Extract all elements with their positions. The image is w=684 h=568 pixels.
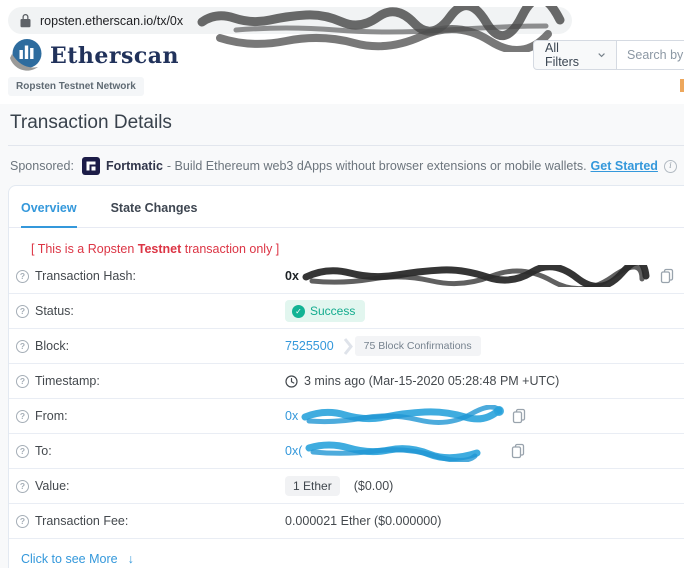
sponsored-brand: Fortmatic xyxy=(105,159,163,173)
help-icon[interactable]: ? xyxy=(16,304,29,318)
copy-icon[interactable] xyxy=(660,268,674,284)
check-icon: ✓ xyxy=(292,304,305,318)
tab-overview[interactable]: Overview xyxy=(21,201,77,228)
see-more-label: Click to see More xyxy=(21,552,118,566)
status-badge: ✓ Success xyxy=(285,300,366,322)
get-started-link[interactable]: Get Started xyxy=(590,159,658,173)
help-icon[interactable]: ? xyxy=(16,374,29,388)
fee-value: 0.000021 Ether ($0.000000) xyxy=(285,514,442,528)
divider xyxy=(8,145,684,146)
search-bar: All Filters xyxy=(533,40,684,70)
block-label: Block: xyxy=(35,339,70,353)
testnet-notice: [ This is a Ropsten Testnet transaction … xyxy=(31,242,280,256)
network-badge: Ropsten Testnet Network xyxy=(8,77,144,96)
clock-icon xyxy=(285,374,298,388)
to-label: To: xyxy=(35,444,52,458)
row-label: ? Block: xyxy=(16,339,285,353)
row-label: ? From: xyxy=(16,409,285,423)
sponsored-banner: Sponsored: Fortmatic - Build Ethereum we… xyxy=(10,157,677,175)
transaction-hash-value: 0x xyxy=(285,265,674,287)
arrow-down-icon: ↓ xyxy=(127,552,134,566)
nav-edge-fragment xyxy=(680,79,684,92)
filter-label: All Filters xyxy=(545,41,580,69)
row-block: ? Block: 7525500 75 Block Confirmations xyxy=(9,329,684,364)
help-icon[interactable]: ? xyxy=(16,339,29,353)
row-label: ? Status: xyxy=(16,304,285,318)
row-label: ? To: xyxy=(16,444,285,458)
row-value: ? Value: 1 Ether ($0.00) xyxy=(9,469,684,504)
from-redaction-scribble xyxy=(301,405,505,425)
help-icon[interactable]: ? xyxy=(16,444,29,458)
lock-icon xyxy=(20,13,31,28)
tab-state-changes[interactable]: State Changes xyxy=(110,201,198,215)
copy-icon[interactable] xyxy=(511,443,525,459)
hash-prefix: 0x xyxy=(285,269,299,283)
url-bar[interactable]: ropsten.etherscan.io/tx/0x xyxy=(8,7,572,34)
block-number-link[interactable]: 7525500 xyxy=(285,339,334,353)
to-address-prefix[interactable]: 0x( xyxy=(285,444,303,458)
search-input[interactable] xyxy=(617,40,684,70)
row-transaction-fee: ? Transaction Fee: 0.000021 Ether ($0.00… xyxy=(9,504,684,539)
ether-value-badge: 1 Ether xyxy=(285,476,340,496)
row-timestamp: ? Timestamp: 3 mins ago (Mar-15-2020 05:… xyxy=(9,364,684,399)
to-redaction-scribble xyxy=(305,441,481,462)
info-icon: i xyxy=(663,159,677,173)
row-to: ? To: 0x( xyxy=(9,434,684,469)
page-title: Transaction Details xyxy=(10,112,172,133)
url-text: ropsten.etherscan.io/tx/0x xyxy=(40,13,184,28)
row-from: ? From: 0x xyxy=(9,399,684,434)
timestamp-value: 3 mins ago (Mar-15-2020 05:28:48 PM +UTC… xyxy=(304,374,560,388)
help-icon[interactable]: ? xyxy=(16,269,29,283)
copy-icon[interactable] xyxy=(512,408,526,424)
etherscan-wordmark: Etherscan xyxy=(50,43,180,69)
row-label: ? Transaction Hash: xyxy=(16,269,285,283)
row-label: ? Value: xyxy=(16,479,285,493)
hash-redaction-scribble xyxy=(302,265,650,287)
status-label: Status: xyxy=(35,304,74,318)
etherscan-logo[interactable]: Etherscan xyxy=(8,38,179,74)
sponsored-label: Sponsored: xyxy=(10,159,74,173)
sponsored-text: - Build Ethereum web3 dApps without brow… xyxy=(166,159,587,173)
row-status: ? Status: ✓ Success xyxy=(9,294,684,329)
confirmations-badge: 75 Block Confirmations xyxy=(354,336,481,356)
help-icon[interactable]: ? xyxy=(16,514,29,528)
see-more-link[interactable]: Click to see More ↓ xyxy=(9,539,684,566)
value-label: Value: xyxy=(35,479,70,493)
fortmatic-logo-icon xyxy=(81,157,100,175)
row-label: ? Timestamp: xyxy=(16,374,285,388)
transaction-card: Overview State Changes [ This is a Ropst… xyxy=(8,185,684,568)
usd-value: ($0.00) xyxy=(353,479,394,493)
tab-bar: Overview State Changes xyxy=(9,186,684,228)
from-address-prefix[interactable]: 0x xyxy=(285,409,299,423)
filter-dropdown[interactable]: All Filters xyxy=(533,40,618,70)
timestamp-label: Timestamp: xyxy=(35,374,100,388)
chevron-down-icon xyxy=(598,53,605,58)
status-text: Success xyxy=(310,304,356,318)
row-transaction-hash: ? Transaction Hash: 0x xyxy=(9,259,684,294)
fee-label: Transaction Fee: xyxy=(35,514,129,528)
help-icon[interactable]: ? xyxy=(16,409,29,423)
chevron-right-icon xyxy=(343,337,353,355)
etherscan-logo-icon xyxy=(10,39,42,71)
from-label: From: xyxy=(35,409,68,423)
help-icon[interactable]: ? xyxy=(16,479,29,493)
row-label: ? Transaction Fee: xyxy=(16,514,285,528)
transaction-hash-label: Transaction Hash: xyxy=(35,269,136,283)
